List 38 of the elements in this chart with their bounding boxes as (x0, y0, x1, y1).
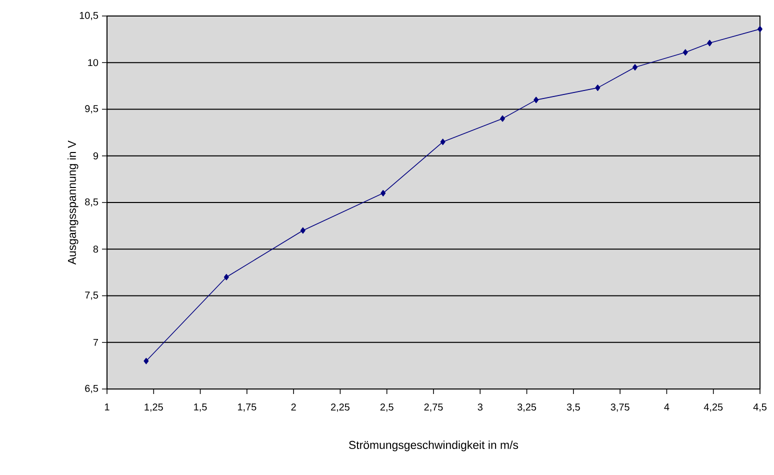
point (224, 274, 229, 280)
x-tick-label: 2,25 (331, 404, 350, 412)
x-tick-label: 1 (104, 404, 110, 410)
y-tick-label: 6,5 (85, 384, 98, 394)
x-tick-label: 3,75 (610, 404, 630, 412)
point (707, 40, 712, 46)
point (300, 227, 306, 234)
y-tick-label: 7,5 (85, 292, 98, 300)
y-tick-label: 10,5 (80, 12, 98, 20)
point (144, 358, 149, 364)
point (500, 115, 506, 122)
x-tick-label: 4 (664, 404, 670, 410)
point (632, 64, 638, 70)
y-tick-label: 10 (88, 59, 98, 66)
y-tick-label: 8 (93, 246, 98, 253)
y-axis-title: Ausgangsspannung in V (68, 140, 78, 265)
x-tick-label: 3 (478, 404, 482, 411)
x-tick-label: 1,5 (194, 404, 207, 412)
x-tick-label: 1,25 (144, 404, 163, 412)
x-tick-label: 2,5 (380, 404, 394, 412)
y-tick-label: 9,5 (85, 105, 98, 114)
x-tick-label: 1,75 (238, 404, 256, 412)
x-axis-title: Strömungsgeschwindigkeit in m/s (349, 440, 518, 452)
point (595, 84, 600, 91)
y-tick-label: 8,5 (85, 198, 98, 207)
y-tick-label: 9 (93, 152, 98, 160)
point (440, 138, 446, 146)
y-tick-label: 7 (93, 338, 98, 346)
x-tick-label: 3,25 (517, 404, 536, 412)
x-tick-label: 2,75 (424, 404, 443, 412)
x-tick-label: 2 (291, 404, 296, 410)
point (682, 49, 688, 56)
point (380, 190, 386, 196)
x-tick-label: 3,5 (566, 404, 580, 412)
point (758, 26, 762, 32)
x-tick-label: 4,25 (704, 404, 723, 412)
x-tick-label: 4,5 (753, 404, 767, 412)
point (534, 96, 539, 104)
